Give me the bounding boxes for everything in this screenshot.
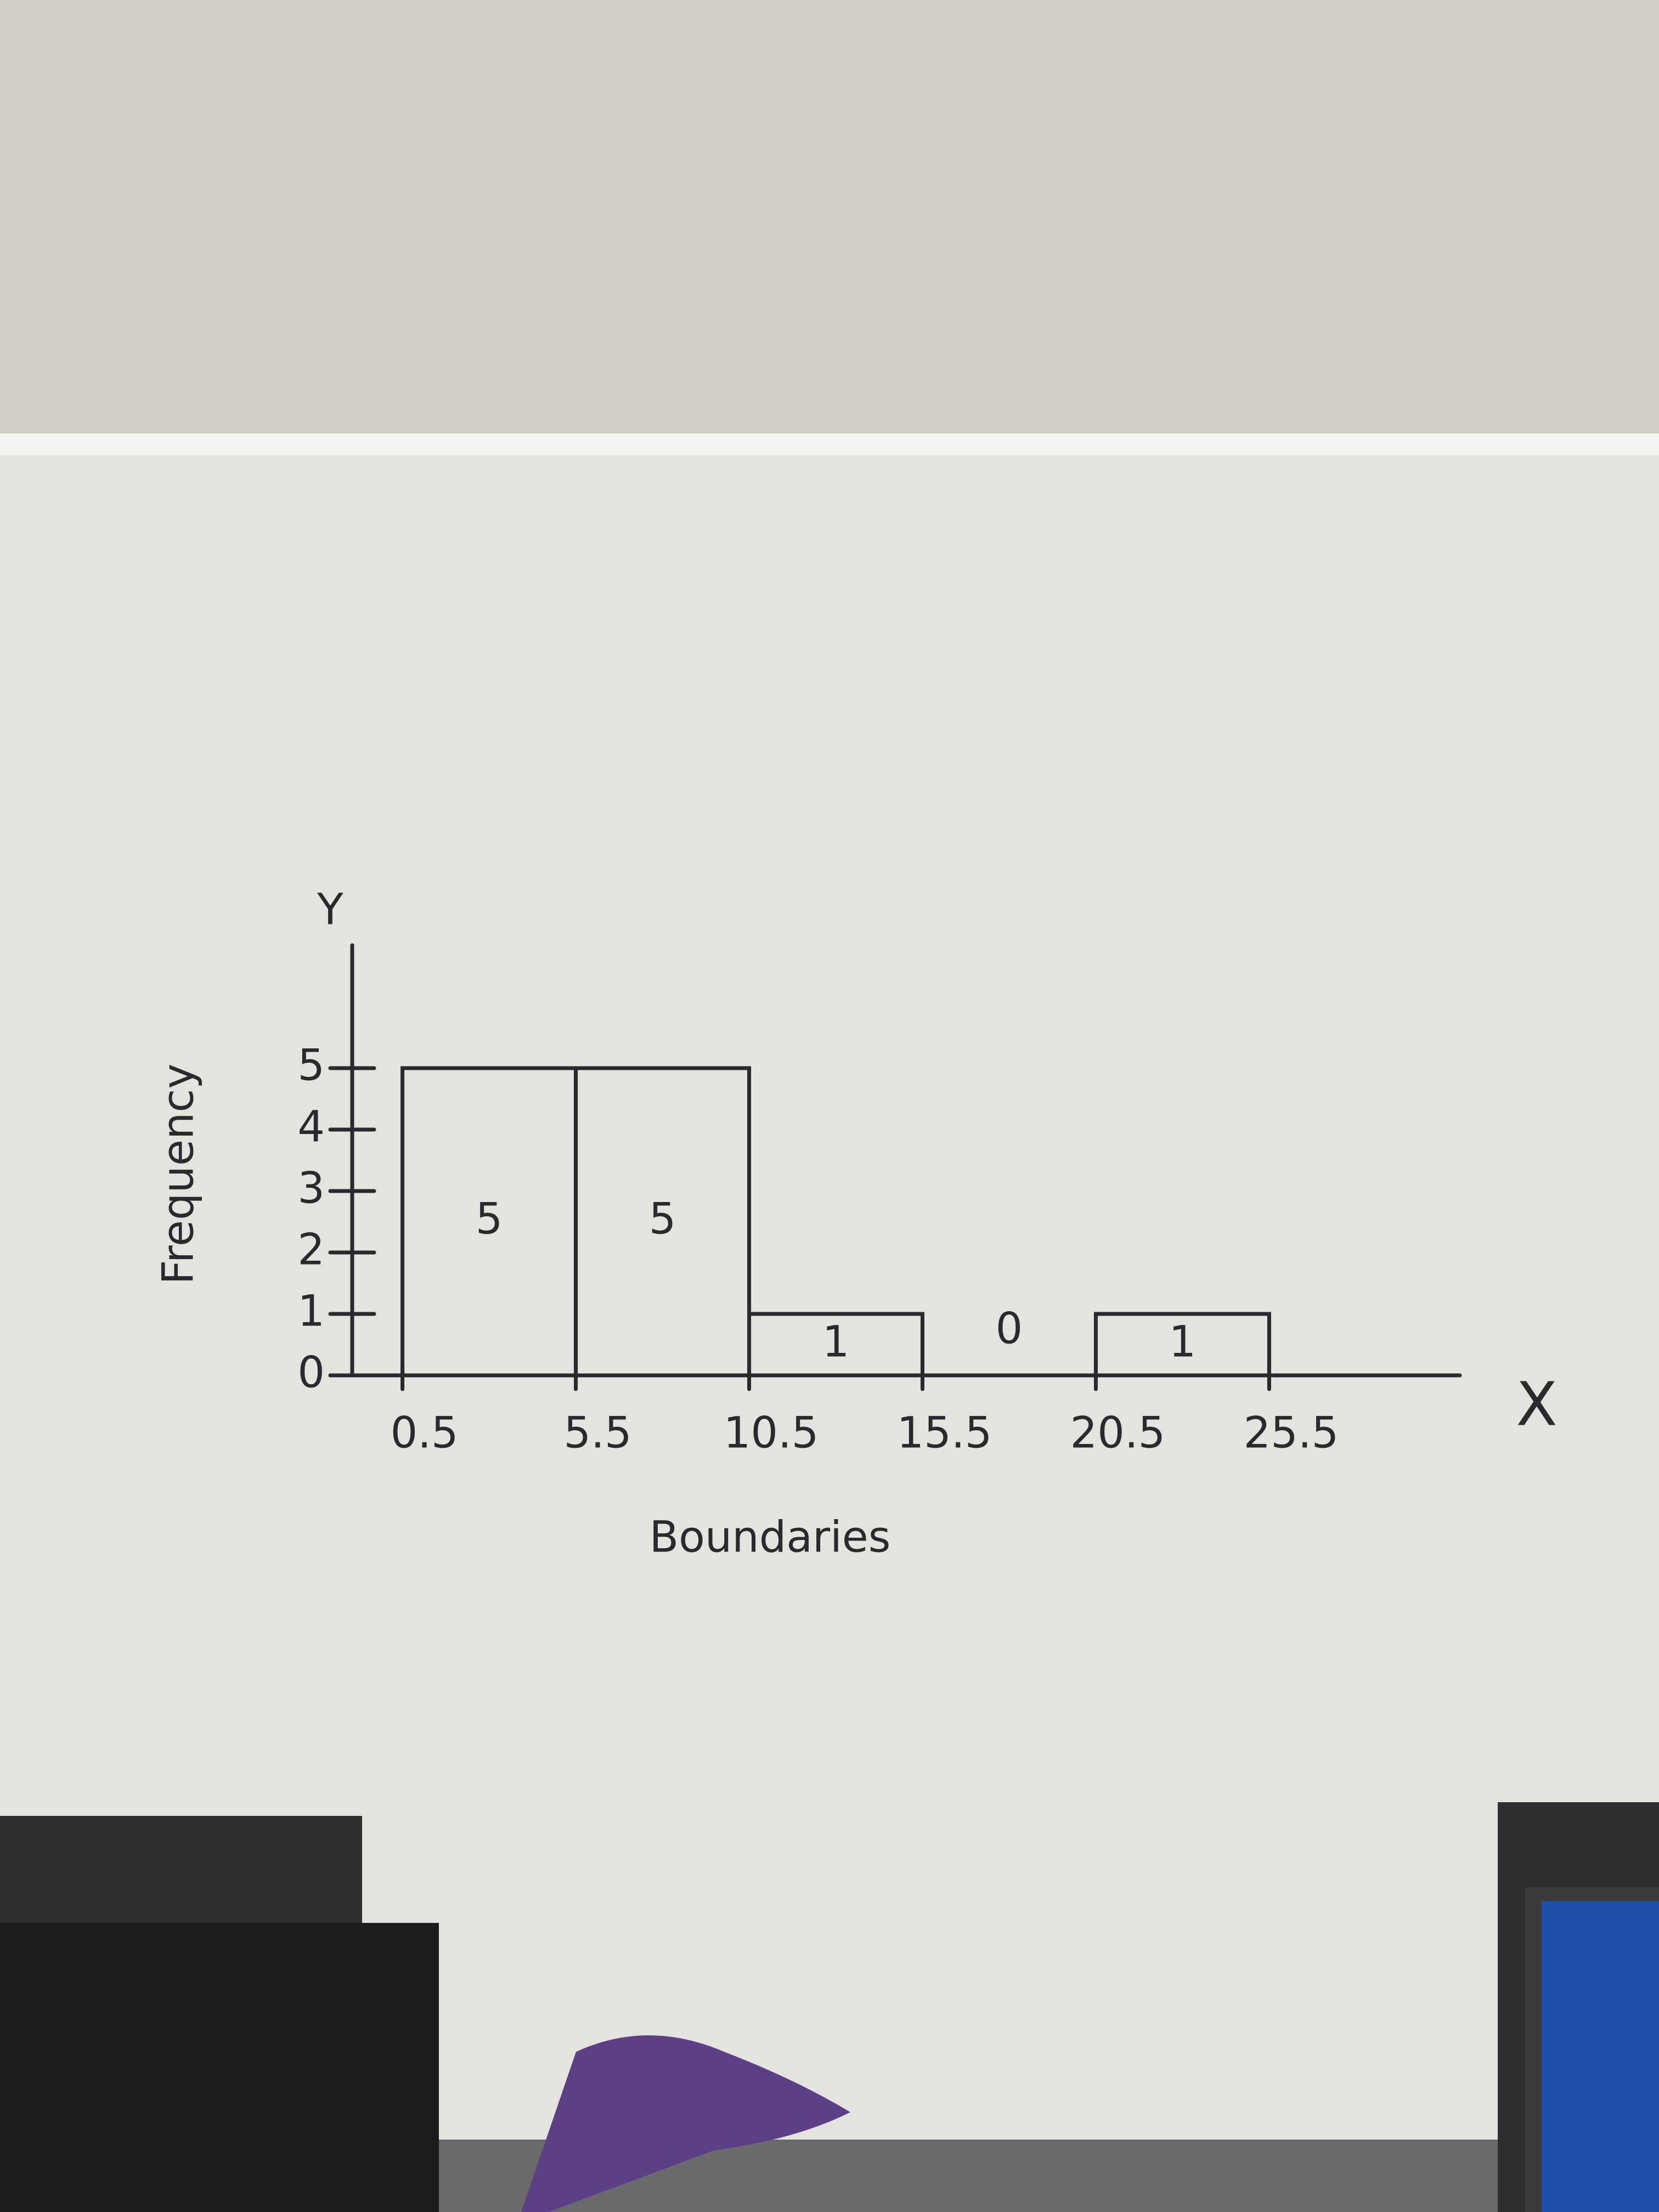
x-tick-label: 5.5 — [564, 1408, 632, 1458]
bar-value-label: 1 — [1169, 1317, 1197, 1367]
bar — [1093, 1312, 1271, 1378]
bar — [747, 1312, 924, 1378]
x-tick-label: 20.5 — [1070, 1408, 1166, 1458]
bar-value-label: 0 — [996, 1304, 1023, 1353]
x-tick-label: 25.5 — [1244, 1408, 1339, 1458]
cloth — [521, 2035, 850, 2212]
y-tick-label: 1 — [297, 1286, 325, 1336]
y-tick-label: 5 — [297, 1041, 325, 1090]
monitor-screen — [1542, 1901, 1659, 2212]
bar-value-label: 5 — [649, 1194, 676, 1244]
y-tick-label: 2 — [297, 1225, 325, 1274]
bar-value-label: 1 — [822, 1317, 850, 1367]
bar-value-label: 5 — [476, 1194, 503, 1244]
x-tick-label: 10.5 — [724, 1408, 819, 1458]
wall — [0, 0, 1659, 439]
y-tick-label: 4 — [297, 1102, 325, 1152]
y-tick-label: 0 — [297, 1348, 325, 1397]
x-axis-name: X — [1516, 1369, 1557, 1439]
bar — [574, 1066, 752, 1378]
x-tick-label: 15.5 — [897, 1408, 992, 1458]
y-axis-name: Y — [317, 885, 343, 934]
y-axis-label: Frequency — [154, 1064, 203, 1285]
board-frame — [0, 433, 1659, 455]
x-axis-label: Boundaries — [650, 1513, 891, 1562]
monitor — [0, 1923, 439, 2212]
x-tick-label: 0.5 — [391, 1408, 459, 1458]
y-tick-label: 3 — [297, 1164, 325, 1213]
